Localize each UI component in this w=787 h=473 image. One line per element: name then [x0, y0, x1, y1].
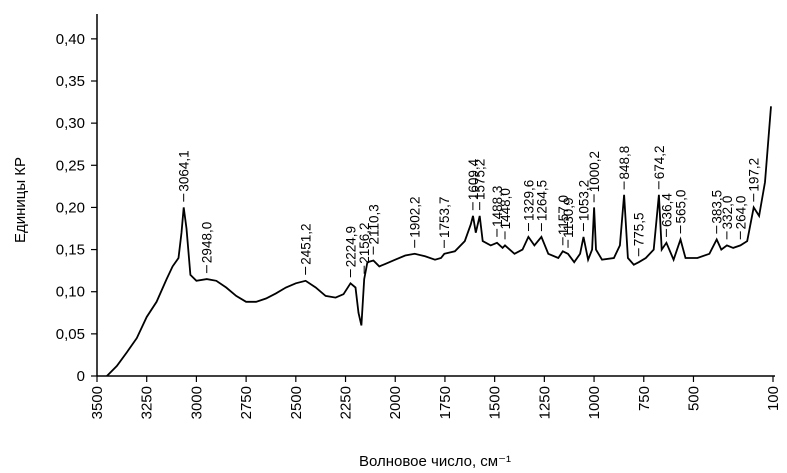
annotation-label: 2948,0: [200, 222, 215, 263]
annotation-label: 2156,2: [357, 222, 372, 263]
y-tick-label: 0,15: [56, 242, 85, 259]
annotation-label: 2110,3: [366, 204, 381, 244]
annotation-label: 1609,4: [466, 158, 481, 200]
annotation-label: 1753,7: [437, 197, 452, 238]
y-axis-label: Единицы КР: [12, 157, 29, 243]
annotation-label: 197,2: [747, 158, 762, 192]
annotation-label: 1053,2: [576, 180, 591, 221]
annotation-label: 1448,0: [498, 188, 513, 229]
annotation-label: 848,8: [617, 146, 632, 180]
spectrum-line: [106, 106, 772, 377]
x-tick-label: 2750: [238, 386, 255, 419]
x-tick-label: 500: [685, 386, 702, 411]
annotation-label: 1329,6: [522, 180, 537, 221]
annotation-label: 332,0: [720, 196, 735, 230]
annotation-label: 383,5: [710, 190, 725, 224]
annotation-label: 1157,0: [556, 195, 571, 235]
annotation-label: 674,2: [652, 145, 667, 179]
x-tick-label: 2250: [338, 386, 355, 419]
x-axis-label: Волновое число, см⁻¹: [359, 453, 511, 470]
x-tick-label: 1750: [437, 386, 454, 419]
x-tick-label: 3250: [139, 386, 156, 419]
x-tick-label: 1250: [536, 386, 553, 419]
y-tick-label: 0,10: [56, 284, 85, 301]
annotation-label: 1488,3: [490, 186, 505, 227]
x-tick-label: 750: [636, 386, 653, 411]
annotation-label: 636,4: [659, 193, 674, 227]
annotation-label: 1000,2: [587, 151, 602, 192]
x-tick-label: 2500: [288, 386, 305, 419]
annotation-label: 1264,5: [534, 180, 549, 221]
annotation-label: 2224,9: [344, 226, 359, 267]
x-tick-label: 1000: [586, 386, 603, 419]
annotation-label: 1130,9: [561, 198, 576, 238]
annotation-label: 565,0: [674, 190, 689, 224]
annotation-label: 775,5: [632, 212, 647, 246]
y-tick-label: 0,25: [56, 157, 85, 174]
annotation-label: 1575,2: [473, 159, 488, 200]
y-tick-label: 0,35: [56, 73, 85, 90]
x-tick-label: 1500: [487, 386, 504, 419]
y-tick-label: 0,05: [56, 326, 85, 343]
y-tick-label: 0,30: [56, 115, 85, 132]
annotation-label: 2451,2: [299, 223, 314, 264]
x-tick-label: 3500: [89, 386, 106, 419]
x-tick-label: 100: [765, 386, 782, 411]
y-tick-label: 0: [77, 368, 85, 385]
y-tick-label: 0,40: [56, 31, 85, 48]
x-tick-label: 2000: [387, 386, 404, 419]
annotation-label: 3064,1: [177, 150, 192, 191]
y-tick-label: 0,20: [56, 199, 85, 216]
annotation-label: 264,0: [733, 196, 748, 230]
x-tick-label: 3000: [188, 386, 205, 419]
annotation-label: 1902,2: [408, 196, 423, 237]
